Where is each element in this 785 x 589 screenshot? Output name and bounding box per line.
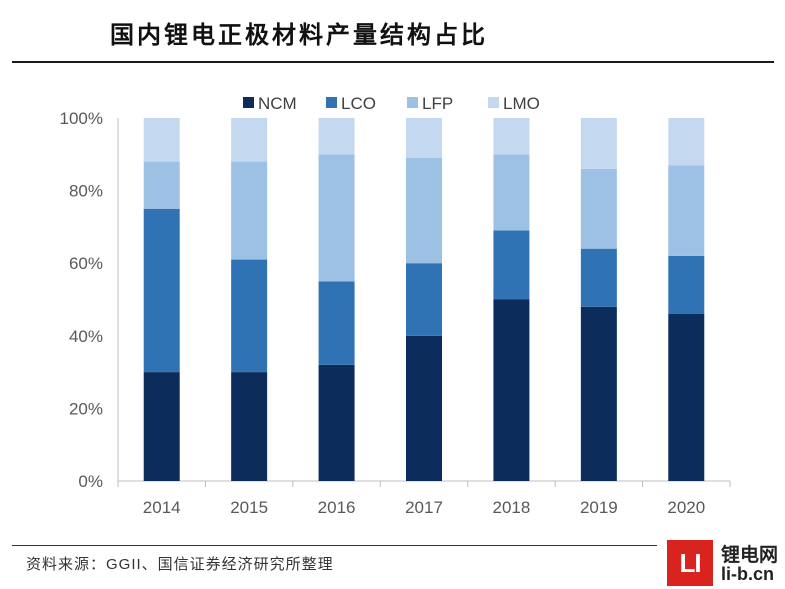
x-tick-label: 2016 bbox=[318, 498, 356, 517]
bar-segment-ncm-2019 bbox=[580, 306, 617, 481]
bar-segment-lco-2019 bbox=[580, 248, 617, 307]
title-divider bbox=[12, 61, 774, 63]
bar-segment-lco-2015 bbox=[231, 259, 268, 373]
bar-segment-ncm-2017 bbox=[406, 335, 442, 481]
x-tick-label: 2015 bbox=[230, 498, 268, 517]
bar-segment-lmo-2017 bbox=[406, 118, 442, 158]
bar-segment-lfp-2014 bbox=[143, 161, 180, 209]
bar-segment-lmo-2020 bbox=[668, 118, 705, 166]
legend-label-lmo: LMO bbox=[503, 94, 540, 113]
legend-swatch-lco bbox=[326, 97, 337, 108]
legend-label-lfp: LFP bbox=[422, 94, 453, 113]
y-tick-label: 20% bbox=[69, 399, 103, 418]
legend-label-ncm: NCM bbox=[258, 94, 297, 113]
bar-segment-lmo-2018 bbox=[493, 118, 530, 155]
legend-label-lco: LCO bbox=[341, 94, 376, 113]
bar-segment-lmo-2019 bbox=[580, 118, 617, 169]
bar-segment-lfp-2015 bbox=[231, 161, 268, 260]
bar-segment-ncm-2016 bbox=[318, 364, 355, 481]
bar-segment-ncm-2015 bbox=[231, 372, 268, 481]
legend-swatch-lfp bbox=[407, 97, 418, 108]
bar-segment-lco-2020 bbox=[668, 255, 705, 315]
chart-title: 国内锂电正极材料产量结构占比 bbox=[110, 22, 488, 49]
x-tick-label: 2018 bbox=[493, 498, 531, 517]
bar-segment-ncm-2014 bbox=[143, 372, 180, 481]
source-note: 资料来源：GGII、国信证券经济研究所整理 bbox=[26, 556, 334, 573]
legend-swatch-ncm bbox=[243, 97, 254, 108]
bar-segment-lfp-2020 bbox=[668, 165, 705, 256]
bar-segment-lfp-2019 bbox=[580, 168, 617, 249]
y-tick-label: 80% bbox=[69, 182, 103, 201]
bar-segment-lfp-2017 bbox=[406, 157, 442, 264]
bar-segment-lco-2014 bbox=[143, 208, 180, 373]
x-tick-label: 2017 bbox=[405, 498, 443, 517]
logo-name: 锂电网 bbox=[721, 545, 779, 566]
source-divider bbox=[12, 545, 657, 546]
y-tick-label: 40% bbox=[69, 327, 103, 346]
y-tick-label: 0% bbox=[78, 472, 103, 491]
x-tick-label: 2020 bbox=[667, 498, 705, 517]
bar-segment-lco-2018 bbox=[493, 230, 530, 300]
bar-segment-lfp-2018 bbox=[493, 154, 530, 231]
bar-segment-lmo-2015 bbox=[231, 118, 268, 162]
bar-segment-lco-2016 bbox=[318, 281, 355, 365]
legend-swatch-lmo bbox=[488, 97, 499, 108]
y-tick-label: 100% bbox=[60, 109, 103, 128]
bar-segment-lmo-2016 bbox=[318, 118, 355, 155]
logo-domain: li-b.cn bbox=[721, 564, 774, 584]
bar-segment-lmo-2014 bbox=[143, 118, 180, 162]
x-tick-label: 2014 bbox=[143, 498, 181, 517]
x-tick-label: 2019 bbox=[580, 498, 618, 517]
bar-segment-lco-2017 bbox=[406, 263, 442, 336]
logo-icon: LI bbox=[667, 540, 713, 586]
y-tick-label: 60% bbox=[69, 254, 103, 273]
bar-segment-ncm-2018 bbox=[493, 299, 530, 481]
bar-segment-lfp-2016 bbox=[318, 154, 355, 282]
bar-segment-ncm-2020 bbox=[668, 314, 705, 481]
